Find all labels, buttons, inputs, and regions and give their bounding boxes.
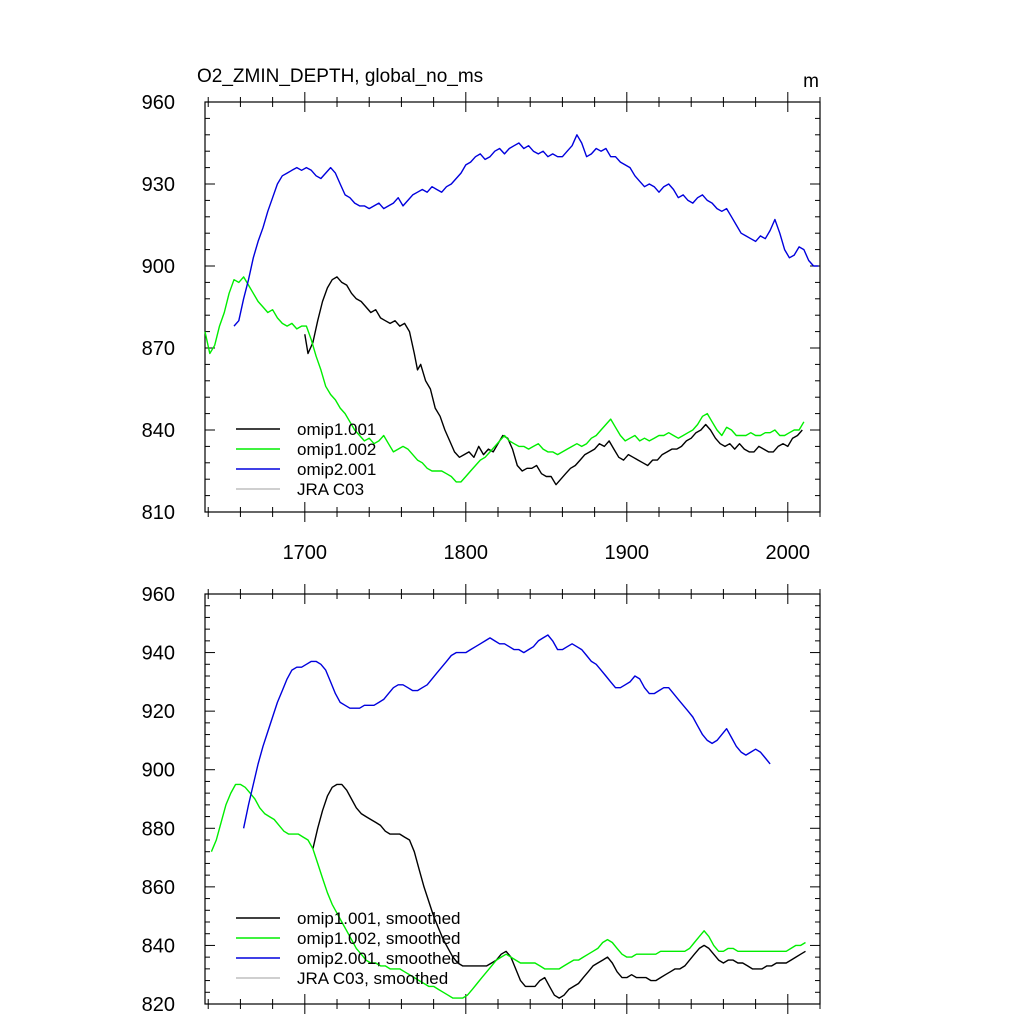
top-panel: 810 840 870 900 930 960 1700 1800 1900 2000 O2_ZMI… [142, 66, 821, 564]
panel1-legend-label-2: omip2.001, smoothed [297, 949, 461, 968]
panel1-y-tick-label: 920 [142, 701, 175, 723]
panel1-legend-label-1: omip1.002, smoothed [297, 929, 461, 948]
panel1-legend-label-0: omip1.001, smoothed [297, 909, 461, 928]
panel0-series-line-0 [304, 276, 803, 486]
panel1-y-tick-label: 900 [142, 760, 175, 782]
panel0-units-label: m [803, 71, 819, 92]
panel1-plot-frame [204, 593, 821, 1005]
panel0-legend-label-2: omip2.001 [297, 460, 376, 479]
panel1-legend-label-3: JRA C03, smoothed [297, 969, 448, 988]
panel0-y-tick-label: 810 [142, 502, 175, 524]
panel0-y-tick-label: 900 [142, 256, 175, 278]
panel0-plot-frame [204, 101, 821, 513]
panel0-y-tick-label: 840 [142, 420, 175, 442]
panel1-y-tick-label: 880 [142, 818, 175, 840]
panel1-y-tick-label: 960 [142, 584, 175, 606]
panel0-legend-label-0: omip1.001 [297, 420, 376, 439]
panel1-series-line-1 [210, 783, 806, 999]
panel0-x-tick-label: 2000 [766, 542, 811, 564]
panel0-legend-label-1: omip1.002 [297, 440, 376, 459]
panel0-x-tick-label: 1900 [605, 542, 650, 564]
panel0-y-tick-label: 870 [142, 338, 175, 360]
panel1-y-tick-label: 840 [142, 935, 175, 957]
panel0-x-tick-label: 1700 [283, 542, 328, 564]
bottom-panel: 820 840 860 880 900 920 940 960 omip1.001, smoot… [142, 584, 821, 1016]
panel1-y-tick-label: 860 [142, 877, 175, 899]
panel0-y-tick-label: 930 [142, 174, 175, 196]
panel1-y-tick-label: 940 [142, 643, 175, 665]
panel0-series-line-2 [233, 134, 819, 327]
panel0-chart-title: O2_ZMIN_DEPTH, global_no_ms [197, 66, 483, 87]
panel0-legend-label-3: JRA C03 [297, 480, 364, 499]
panel1-series-line-0 [312, 783, 806, 999]
panel0-x-tick-label: 1800 [444, 542, 489, 564]
panel1-y-tick-label: 820 [142, 994, 175, 1016]
panel0-series-line-1 [204, 276, 805, 483]
panel0-y-tick-label: 960 [142, 92, 175, 114]
panel1-series-line-2 [242, 634, 771, 829]
